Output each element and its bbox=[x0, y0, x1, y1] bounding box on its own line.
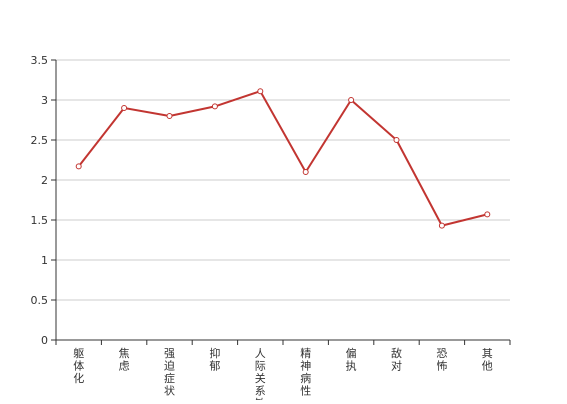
data-point[interactable] bbox=[211, 103, 218, 110]
data-point[interactable] bbox=[75, 163, 82, 170]
y-axis-ticks: 0 0.5 1 1.5 2 2.5 3 3.5 bbox=[31, 54, 56, 347]
y-tick-label: 1 bbox=[41, 254, 48, 267]
data-point[interactable] bbox=[302, 169, 309, 175]
y-tick-label: 2.5 bbox=[31, 134, 49, 147]
data-point[interactable] bbox=[166, 113, 173, 119]
x-tick-label: 偏执 bbox=[346, 346, 357, 373]
x-tick-label: 强迫症状 bbox=[164, 347, 175, 398]
y-tick-label: 2 bbox=[41, 174, 48, 187]
data-point[interactable] bbox=[438, 222, 445, 229]
series bbox=[77, 90, 488, 227]
data-point[interactable] bbox=[348, 97, 355, 103]
y-tick-label: 1.5 bbox=[31, 214, 49, 227]
data-point[interactable] bbox=[393, 137, 400, 143]
y-tick-label: 0 bbox=[41, 334, 48, 347]
y-tick-label: 3 bbox=[41, 94, 48, 107]
x-tick-label: 抑郁 bbox=[209, 346, 220, 373]
series-line bbox=[77, 90, 488, 227]
data-points bbox=[75, 88, 491, 229]
x-tick-label: 恐怖 bbox=[436, 347, 447, 373]
x-tick-label: 其他 bbox=[482, 347, 493, 373]
data-point[interactable] bbox=[121, 105, 128, 111]
x-tick-label: 敌对 bbox=[391, 346, 402, 373]
x-tick-label: 精神病性 bbox=[300, 347, 311, 398]
x-tick-label: 人际关系敏感 bbox=[255, 347, 266, 400]
grid-lines bbox=[56, 59, 510, 301]
x-tick-label: 躯体化 bbox=[73, 347, 84, 385]
y-tick-label: 0.5 bbox=[31, 294, 49, 307]
x-axis-ticks: 躯体化 焦虑 强迫症状 抑郁 人际关系敏感 精神病性 偏执 敌对 恐怖 其他 bbox=[55, 340, 511, 404]
x-tick-label: 焦虑 bbox=[119, 347, 130, 373]
data-point[interactable] bbox=[257, 88, 264, 95]
axes bbox=[55, 60, 510, 341]
data-point[interactable] bbox=[484, 211, 491, 218]
y-tick-label: 3.5 bbox=[31, 54, 49, 67]
